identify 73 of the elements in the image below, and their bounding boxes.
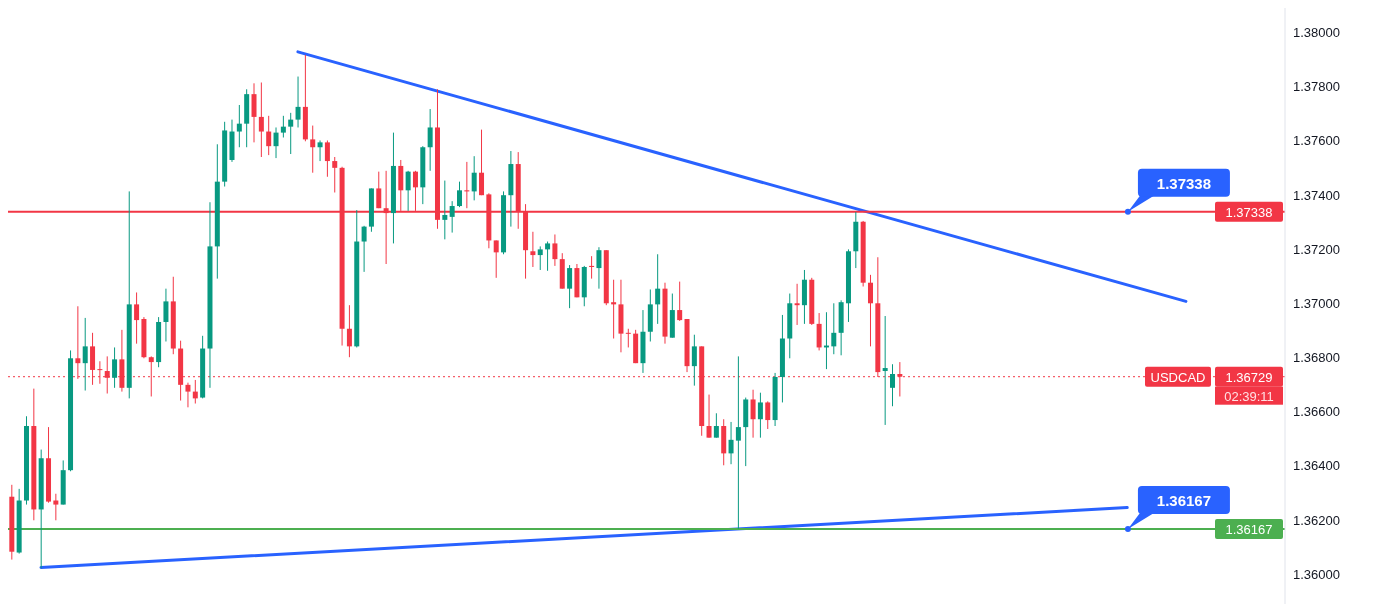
y-tick-label: 1.37600 xyxy=(1293,133,1340,149)
y-tick-label: 1.38000 xyxy=(1293,25,1340,40)
y-tick-label: 1.37000 xyxy=(1293,295,1340,311)
y-tick-label: 1.37400 xyxy=(1293,187,1340,203)
candlestick xyxy=(552,233,558,267)
candlestick xyxy=(706,394,712,439)
candlestick xyxy=(867,274,873,347)
candlestick xyxy=(655,253,661,325)
candlestick xyxy=(625,328,631,348)
candlestick xyxy=(464,161,470,209)
candlestick xyxy=(295,76,301,128)
candlestick xyxy=(449,200,455,234)
candlestick xyxy=(317,139,323,162)
candlestick xyxy=(163,288,169,342)
candlestick xyxy=(479,129,485,196)
candlestick xyxy=(882,315,888,426)
candlestick xyxy=(757,392,763,439)
candlestick xyxy=(258,82,264,158)
candlestick xyxy=(765,400,771,430)
candlestick xyxy=(82,317,88,392)
candlestick xyxy=(236,104,242,148)
candlestick xyxy=(471,155,477,201)
candlestick xyxy=(589,255,595,280)
candlestick xyxy=(537,245,543,271)
candlestick xyxy=(310,125,316,174)
candlestick xyxy=(442,180,448,240)
candlestick xyxy=(251,82,257,143)
candlestick xyxy=(324,139,330,178)
y-tick-label: 1.36600 xyxy=(1293,404,1340,420)
y-tick-label: 1.36200 xyxy=(1293,512,1340,528)
candlestick xyxy=(567,264,573,309)
annotation: 1.36167 xyxy=(1156,491,1212,509)
candlestick xyxy=(376,171,382,209)
candlestick xyxy=(266,115,272,156)
candlestick xyxy=(545,241,551,272)
candlestick xyxy=(493,239,499,279)
candlestick xyxy=(405,170,411,212)
candlestick xyxy=(750,389,756,439)
candlestick xyxy=(346,304,352,358)
candlestick xyxy=(280,115,286,138)
annotation: USDCAD xyxy=(1150,369,1206,385)
ref-line-label: 1.37338 xyxy=(1225,204,1273,220)
candlestick xyxy=(112,346,118,389)
annotation: 1.37338 xyxy=(1156,174,1212,192)
candlestick xyxy=(677,281,683,322)
candlestick xyxy=(816,312,822,351)
annotation: 02:39:11 xyxy=(1224,388,1274,404)
candlestick xyxy=(596,246,602,290)
y-tick-label: 1.36800 xyxy=(1293,350,1340,366)
y-tick-label: 1.36400 xyxy=(1293,458,1340,474)
candlestick xyxy=(831,302,837,355)
candlestick xyxy=(728,421,734,465)
candlestick xyxy=(794,283,800,326)
y-tick-label: 1.37800 xyxy=(1293,79,1340,95)
candlestick xyxy=(288,112,294,155)
ref-line-label: 1.36729 xyxy=(1225,369,1273,385)
y-tick-label: 1.36000 xyxy=(1293,566,1340,582)
candlestick xyxy=(134,291,140,345)
y-tick-label: 1.37200 xyxy=(1293,241,1340,257)
candlestick xyxy=(273,126,279,159)
candlestick xyxy=(530,231,536,268)
candlestick xyxy=(332,156,338,193)
candlestick xyxy=(713,412,719,439)
candlestick xyxy=(735,355,741,530)
candlestick xyxy=(691,334,697,387)
candlestick xyxy=(53,493,59,521)
candlestick xyxy=(185,382,191,408)
candlestick xyxy=(457,181,463,208)
ref-line-label: 1.36167 xyxy=(1225,521,1273,537)
candlestick xyxy=(890,363,896,407)
candlestick xyxy=(611,279,617,340)
candlestick xyxy=(361,225,367,273)
candlestick xyxy=(427,108,433,172)
